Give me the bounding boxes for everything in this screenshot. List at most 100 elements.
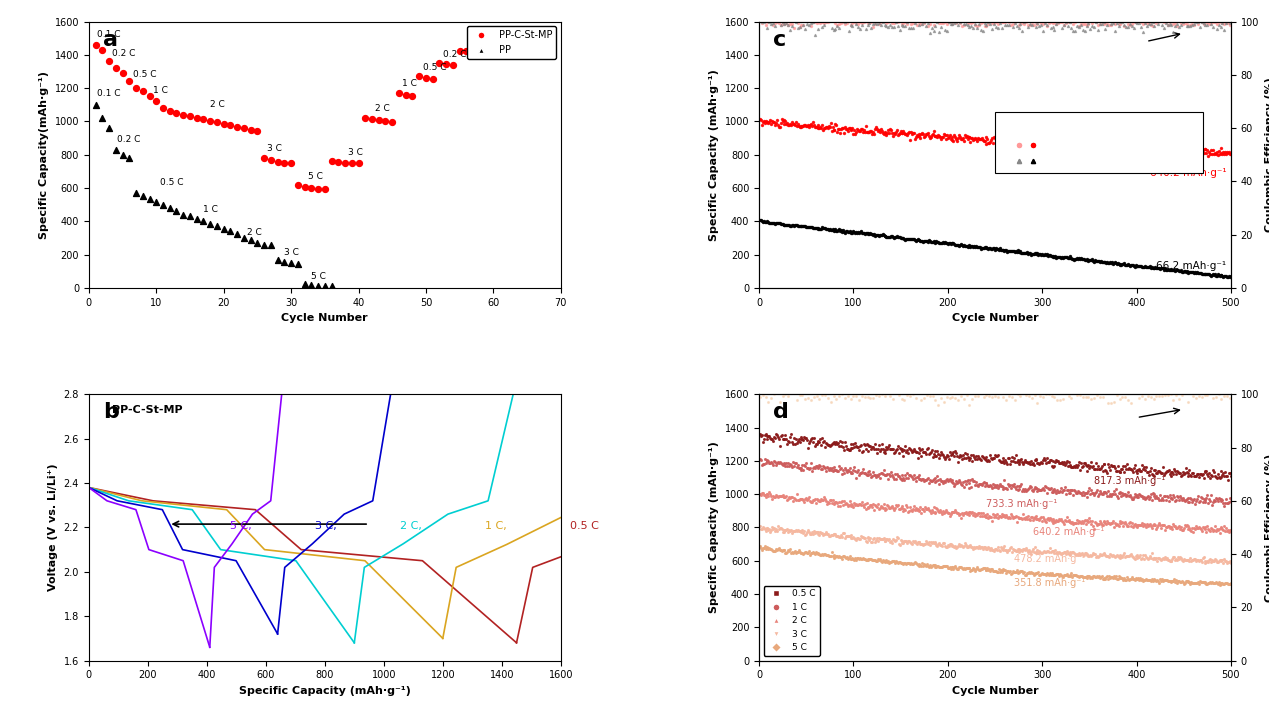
Point xyxy=(924,559,944,570)
Point xyxy=(996,544,1016,556)
Point xyxy=(959,482,980,494)
Point xyxy=(970,543,990,554)
Point xyxy=(750,14,770,26)
Point xyxy=(994,564,1014,576)
Point xyxy=(945,561,966,572)
Point xyxy=(1164,468,1184,480)
Point xyxy=(850,533,871,544)
Point xyxy=(1009,512,1029,523)
Point xyxy=(1075,571,1095,582)
Point xyxy=(924,235,944,246)
Point xyxy=(900,470,920,481)
Point xyxy=(999,390,1019,401)
Point xyxy=(1171,19,1192,31)
Point xyxy=(801,434,821,445)
Point xyxy=(1104,460,1124,472)
Point xyxy=(980,19,1000,30)
Point xyxy=(821,529,841,541)
Point xyxy=(817,497,838,508)
Point xyxy=(1112,258,1132,269)
Point xyxy=(1192,576,1212,587)
Point xyxy=(1179,142,1199,154)
Point xyxy=(906,234,926,246)
Point xyxy=(1008,511,1028,523)
Point xyxy=(1041,22,1061,34)
Point xyxy=(1142,573,1162,584)
Point xyxy=(839,531,859,542)
Point xyxy=(1104,521,1124,532)
Point xyxy=(915,474,935,485)
Point xyxy=(802,17,822,28)
Point xyxy=(1164,520,1184,531)
Point xyxy=(887,557,907,569)
Point xyxy=(813,436,834,447)
Point xyxy=(950,561,971,572)
Point xyxy=(1037,20,1057,32)
Point xyxy=(1013,136,1033,147)
Point xyxy=(765,490,786,501)
Point xyxy=(1016,484,1037,495)
Point xyxy=(1141,488,1161,500)
Point xyxy=(877,533,897,545)
Point xyxy=(891,443,911,454)
Point xyxy=(806,121,826,133)
Point xyxy=(973,242,994,253)
Point xyxy=(769,490,789,502)
Point xyxy=(1005,545,1025,556)
Point xyxy=(882,537,902,549)
Point xyxy=(1214,500,1235,512)
Point xyxy=(140,193,160,205)
Point xyxy=(1061,16,1081,27)
Point xyxy=(1200,148,1221,159)
Point xyxy=(952,508,972,519)
Point xyxy=(812,463,832,475)
Point xyxy=(1171,575,1192,587)
Point xyxy=(1141,553,1161,564)
Point xyxy=(761,18,782,29)
Point xyxy=(1056,549,1076,560)
Point xyxy=(1015,569,1036,580)
Point xyxy=(1156,264,1176,276)
Point xyxy=(1162,146,1183,158)
Point xyxy=(997,246,1018,257)
Point xyxy=(863,498,883,510)
Point xyxy=(1190,149,1211,160)
Point xyxy=(935,541,956,553)
Point xyxy=(1121,397,1141,409)
Point xyxy=(923,451,943,462)
Point xyxy=(1058,570,1079,582)
Point xyxy=(881,230,901,241)
Point xyxy=(160,202,180,214)
Point xyxy=(888,470,909,482)
Point xyxy=(839,15,859,27)
Point xyxy=(883,556,904,567)
Point xyxy=(1160,466,1180,477)
Point xyxy=(1042,569,1062,581)
Point xyxy=(463,45,483,56)
Point xyxy=(113,67,133,79)
Point xyxy=(921,22,942,34)
Point xyxy=(1036,546,1056,558)
Point xyxy=(1091,256,1112,267)
Point xyxy=(857,228,877,239)
Point xyxy=(349,157,369,169)
Point xyxy=(1009,546,1029,558)
Point xyxy=(1105,570,1126,582)
Point xyxy=(1197,19,1217,31)
Point xyxy=(1082,143,1103,154)
Point xyxy=(857,554,877,565)
Point xyxy=(1028,135,1048,146)
Point xyxy=(983,478,1004,490)
Point xyxy=(972,510,992,522)
Point xyxy=(952,562,972,574)
Point xyxy=(1129,488,1150,500)
Point xyxy=(907,471,928,482)
Point xyxy=(1101,572,1122,583)
Point xyxy=(943,19,963,30)
Point xyxy=(957,130,977,141)
Point xyxy=(1128,572,1148,584)
Point xyxy=(1014,512,1034,523)
Point xyxy=(1091,488,1112,500)
Point xyxy=(851,17,872,29)
Point xyxy=(831,225,851,236)
